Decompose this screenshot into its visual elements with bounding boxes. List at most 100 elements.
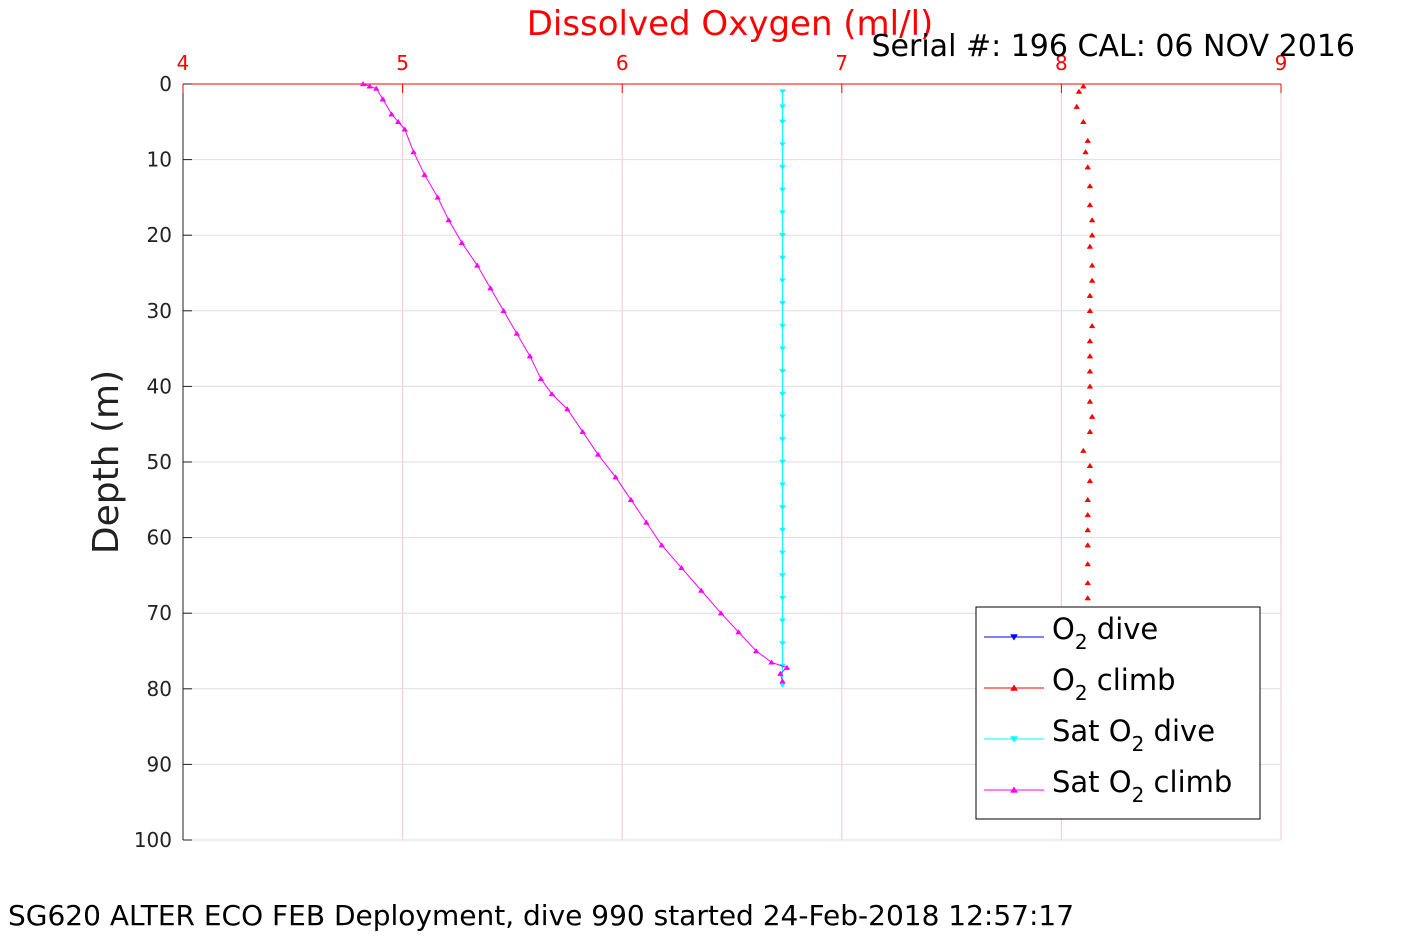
legend-item-1: O2 climb (984, 663, 1176, 705)
data-point (779, 682, 786, 689)
legend-marker (1010, 634, 1018, 641)
data-point (1086, 243, 1094, 249)
data-point (526, 353, 534, 359)
data-point (779, 142, 786, 148)
data-point (1086, 353, 1094, 359)
legend-item-0: O2 dive (984, 612, 1158, 654)
legend-label: Sat O2 dive (1052, 714, 1215, 756)
data-point (627, 496, 635, 503)
data-point (445, 217, 452, 223)
data-point (1073, 103, 1081, 109)
data-point (752, 648, 760, 654)
data-point (1086, 477, 1094, 484)
data-point (434, 194, 441, 200)
series-layer (359, 81, 1096, 689)
data-point (643, 519, 650, 525)
data-point (537, 375, 545, 382)
data-point (594, 451, 602, 457)
data-point (717, 610, 725, 616)
data-point (410, 149, 417, 155)
data-point (779, 482, 786, 488)
x-tick-label: 6 (616, 51, 629, 75)
legend-label: Sat O2 climb (1052, 765, 1232, 807)
data-point (779, 210, 786, 216)
data-point (1084, 595, 1092, 601)
data-point (394, 118, 402, 125)
y-tick-label: 30 (147, 299, 172, 323)
series-2 (779, 89, 786, 689)
data-point (779, 641, 786, 647)
data-point (1086, 462, 1094, 468)
data-point (1086, 368, 1094, 374)
data-point (548, 390, 556, 397)
data-point (779, 595, 786, 602)
data-point (1086, 307, 1094, 314)
data-point (783, 664, 791, 670)
data-point (513, 330, 521, 336)
chart-title: Dissolved Oxygen (ml/l) (527, 4, 934, 44)
data-point (579, 428, 586, 434)
data-point (1080, 118, 1087, 125)
data-point (564, 406, 571, 412)
data-point (1086, 183, 1094, 189)
data-point (779, 164, 786, 171)
data-point (388, 111, 395, 117)
data-point (779, 255, 786, 261)
data-point (735, 629, 742, 635)
data-point (1086, 338, 1094, 344)
legend-marker (1010, 786, 1018, 793)
legend-item-3: Sat O2 climb (984, 765, 1232, 807)
data-point (779, 301, 786, 307)
legend-marker (1010, 736, 1018, 743)
series-3 (359, 81, 791, 684)
x-tick-label: 9 (1275, 51, 1288, 75)
y-tick-label: 50 (147, 450, 172, 474)
data-point (1088, 413, 1096, 419)
data-point (1088, 217, 1096, 223)
y-tick-label: 40 (147, 374, 172, 398)
data-point (779, 527, 786, 534)
data-point (1084, 579, 1092, 586)
legend-box (975, 606, 1261, 820)
legend-marker (1010, 684, 1018, 691)
data-point (1084, 164, 1092, 170)
data-point (779, 232, 786, 239)
data-point (1080, 83, 1087, 89)
y-tick-label: 80 (147, 677, 172, 701)
data-point (372, 85, 380, 91)
data-point (1086, 398, 1094, 404)
data-point (779, 414, 786, 420)
x-tick-label: 7 (835, 51, 848, 75)
data-point (474, 262, 481, 268)
series-1 (1073, 83, 1096, 616)
x-tick-label: 4 (177, 51, 190, 75)
footer-caption: SG620 ALTER ECO FEB Deployment, dive 990… (8, 899, 1074, 932)
legend-label: O2 dive (1052, 612, 1158, 654)
data-point (500, 307, 507, 314)
data-point (1084, 561, 1092, 567)
data-point (379, 96, 387, 102)
data-point (1088, 277, 1096, 283)
data-point (1075, 88, 1083, 94)
data-point (779, 323, 786, 329)
x-tick-label: 8 (1055, 51, 1068, 75)
x-tick-label: 5 (396, 51, 409, 75)
data-point (779, 618, 786, 624)
y-tick-label: 10 (147, 148, 172, 172)
y-axis-label: Depth (m) (86, 370, 127, 554)
data-point (1084, 511, 1092, 518)
data-point (658, 542, 665, 548)
data-point (1086, 201, 1094, 208)
data-point (698, 587, 705, 593)
data-point (1086, 383, 1094, 389)
data-point (779, 550, 786, 556)
data-point (779, 678, 786, 684)
data-point (678, 564, 685, 571)
data-point (779, 187, 786, 193)
y-tick-label: 0 (159, 72, 172, 96)
data-point (779, 437, 786, 443)
data-point (779, 346, 786, 352)
data-point (779, 119, 786, 125)
